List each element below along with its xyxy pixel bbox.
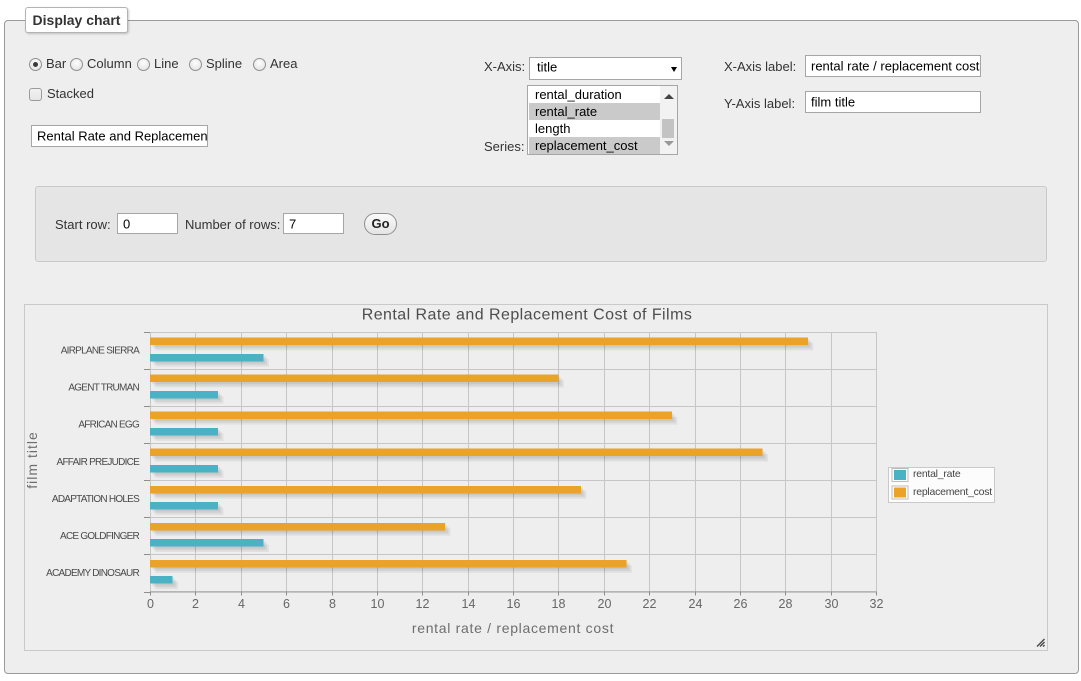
svg-text:26: 26 — [734, 597, 748, 611]
svg-text:AGENT TRUMAN: AGENT TRUMAN — [68, 383, 139, 394]
svg-text:0: 0 — [147, 597, 154, 611]
svg-text:ADAPTATION HOLES: ADAPTATION HOLES — [52, 494, 140, 505]
svg-text:ACADEMY DINOSAUR: ACADEMY DINOSAUR — [46, 568, 139, 579]
svg-text:10: 10 — [371, 597, 385, 611]
svg-text:32: 32 — [870, 597, 884, 611]
svg-text:18: 18 — [552, 597, 566, 611]
svg-text:rental rate / replacement cost: rental rate / replacement cost — [412, 620, 614, 636]
svg-text:16: 16 — [507, 597, 521, 611]
svg-text:12: 12 — [416, 597, 430, 611]
svg-text:AFFAIR PREJUDICE: AFFAIR PREJUDICE — [57, 457, 141, 468]
svg-text:replacement_cost: replacement_cost — [913, 486, 992, 498]
svg-text:24: 24 — [689, 597, 703, 611]
svg-text:30: 30 — [825, 597, 839, 611]
svg-text:8: 8 — [329, 597, 336, 611]
svg-text:film title: film title — [25, 431, 40, 488]
svg-text:Rental Rate and Replacement Co: Rental Rate and Replacement Cost of Film… — [362, 307, 693, 324]
svg-text:rental_rate: rental_rate — [913, 468, 961, 480]
svg-text:22: 22 — [643, 597, 657, 611]
svg-text:AIRPLANE SIERRA: AIRPLANE SIERRA — [61, 346, 140, 357]
svg-text:28: 28 — [779, 597, 793, 611]
svg-text:2: 2 — [192, 597, 199, 611]
svg-text:14: 14 — [462, 597, 476, 611]
svg-text:20: 20 — [598, 597, 612, 611]
svg-text:6: 6 — [283, 597, 290, 611]
svg-text:4: 4 — [238, 597, 245, 611]
svg-text:ACE GOLDFINGER: ACE GOLDFINGER — [60, 531, 139, 542]
svg-text:AFRICAN EGG: AFRICAN EGG — [78, 420, 140, 431]
